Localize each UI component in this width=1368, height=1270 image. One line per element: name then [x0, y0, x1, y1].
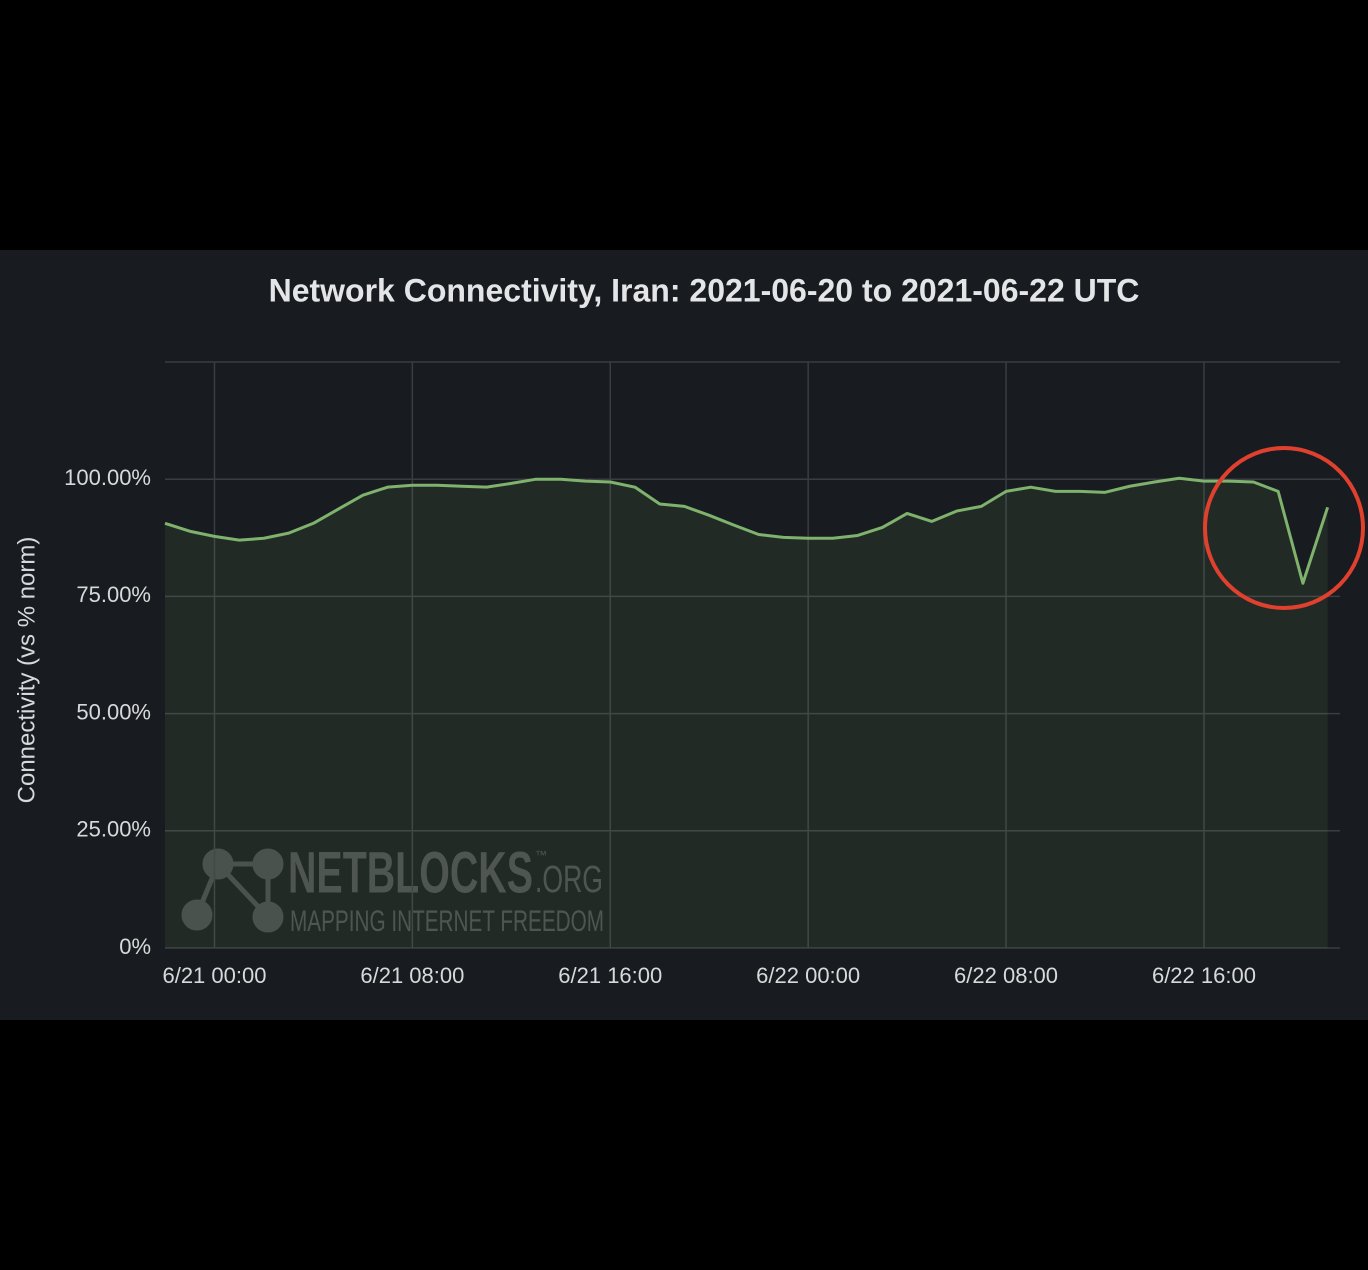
panel [0, 250, 1368, 1020]
watermark: NETBLOCKS ™ .ORG MAPPING INTERNET FREEDO… [181, 840, 604, 938]
y-tick-label: 25.00% [76, 817, 151, 842]
line [164, 476, 1330, 585]
watermark-tld: .ORG [535, 859, 603, 901]
watermark-tagline: MAPPING INTERNET FREEDOM [290, 905, 604, 938]
plot: 0% 25.00% 50.00% 75.00% 100.00% 6/21 00:00 6/2… [64, 361, 1340, 988]
x-tick-label: 6/22 00:00 [756, 963, 860, 988]
y-axis-label: Connectivity (vs % norm) [13, 537, 40, 804]
x-tick-label: 6/21 08:00 [360, 963, 464, 988]
highlight-circle [1203, 446, 1365, 610]
watermark-logo [181, 848, 284, 933]
area-fill [165, 478, 1328, 948]
y-tick-label: 100.00% [64, 465, 151, 490]
x-tick-label: 6/22 08:00 [954, 963, 1058, 988]
watermark-tm: ™ [535, 848, 547, 862]
watermark-name: NETBLOCKS [288, 840, 533, 905]
chart-title: Network Connectivity, Iran: 2021-06-20 t… [269, 272, 1140, 308]
x-tick-label: 6/21 16:00 [558, 963, 662, 988]
y-tick-label: 0% [119, 934, 151, 959]
y-tick-label: 50.00% [76, 699, 151, 724]
x-tick-label: 6/22 16:00 [1152, 963, 1256, 988]
y-tick-label: 75.00% [76, 582, 151, 607]
x-tick-label: 6/21 00:00 [162, 963, 266, 988]
